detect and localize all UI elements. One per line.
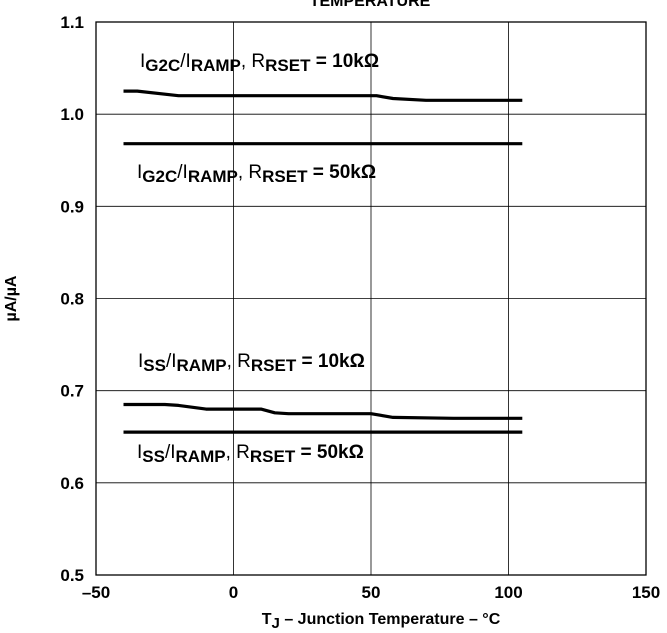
x-tick-label: 100 bbox=[494, 583, 522, 602]
y-tick-label: 1.0 bbox=[60, 105, 84, 124]
chart-title: TEMPERATURE bbox=[310, 0, 431, 10]
x-axis-ticks: –50 0 50 100 150 bbox=[82, 583, 660, 602]
x-tick-label: 50 bbox=[362, 583, 381, 602]
y-tick-label: 0.6 bbox=[60, 474, 84, 493]
y-axis-label: µA/µA bbox=[3, 275, 20, 321]
x-axis-label: TJ – Junction Temperature – °C bbox=[262, 611, 501, 632]
y-tick-label: 0.5 bbox=[60, 566, 84, 585]
series-labels: IG2C/IRAMP, RRSET = 10kΩ IG2C/IRAMP, RRSE… bbox=[137, 51, 379, 466]
series-label-1: IG2C/IRAMP, RRSET = 10kΩ bbox=[140, 51, 379, 75]
series-label-2: IG2C/IRAMP, RRSET = 50kΩ bbox=[137, 162, 376, 186]
y-tick-label: 0.7 bbox=[60, 382, 84, 401]
series-label-3: ISS/IRAMP, RRSET = 10kΩ bbox=[138, 351, 365, 375]
x-tick-label: 150 bbox=[632, 583, 660, 602]
series-line-1 bbox=[123, 89, 523, 102]
y-axis-ticks: 0.5 0.6 0.7 0.8 0.9 1.0 1.1 bbox=[60, 13, 84, 585]
y-tick-label: 0.8 bbox=[60, 290, 84, 309]
plot-frame bbox=[95, 21, 647, 576]
x-tick-label: 0 bbox=[229, 583, 238, 602]
series-line-3 bbox=[123, 402, 523, 420]
y-tick-label: 0.9 bbox=[60, 197, 84, 216]
series-label-4: ISS/IRAMP, RRSET = 50kΩ bbox=[137, 442, 364, 466]
x-tick-label: –50 bbox=[82, 583, 110, 602]
y-tick-label: 1.1 bbox=[60, 13, 84, 32]
series-group bbox=[123, 89, 523, 434]
grid bbox=[96, 22, 646, 575]
